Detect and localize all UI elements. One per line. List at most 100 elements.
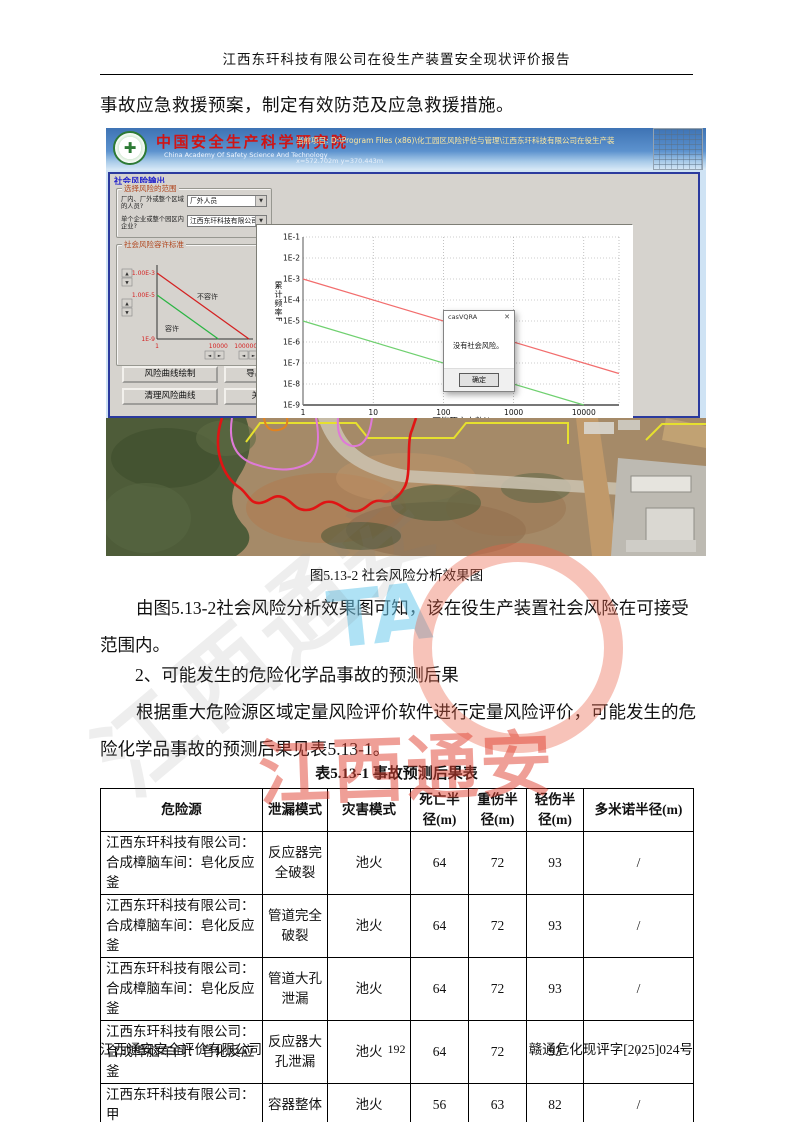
dialog-message: 没有社会风险。 (453, 341, 504, 350)
consequence-table: 危险源 泄漏模式 灾害模式 死亡半径(m) 重伤半径(m) 轻伤半径(m) 多米诺半径(m)… (100, 788, 694, 1122)
group-caption: 社会风险容许标准 (122, 239, 186, 250)
casst-logo-icon: ✚ (113, 131, 147, 165)
svg-text:1E-2: 1E-2 (283, 254, 300, 263)
panel-title: 社会风险输出 (114, 177, 166, 187)
enterprise-dropdown[interactable]: 江西东玕科技有限公司 ▼ (187, 215, 267, 227)
clear-risk-curve-button[interactable]: 清理风险曲线 (122, 388, 218, 405)
table-cell: 72 (468, 1020, 527, 1084)
table-header-cell: 死亡半径(m) (410, 788, 469, 832)
table-row: 江西东玕科技有限公司：合成樟脑车间：皂化反应釜 管道大孔泄漏 池火 64 72 93/ (100, 957, 694, 1021)
svg-text:▼: ▼ (125, 311, 129, 316)
fn-curve-chart: 1E-1 1E-2 1E-3 1E-4 1E-5 1E-6 1E-7 1E-8 1E-9 1 10 1… (256, 224, 633, 428)
table-cell: / (583, 1020, 694, 1084)
draw-risk-curve-button[interactable]: 风险曲线绘制 (122, 366, 218, 383)
org-name-en: China Academy Of Safety Science And Tech… (164, 151, 328, 159)
table-row: 江西东玕科技有限公司：合成樟脑车间：皂化反应釜 反应器大孔泄漏 池火 64 72 93/ (100, 1020, 694, 1084)
svg-text:◄: ◄ (242, 354, 246, 359)
svg-text:1E-9: 1E-9 (141, 336, 155, 343)
table-row: 江西东玕科技有限公司：合成樟脑车间：皂化反应釜 反应器完全破裂 池火 64 72 93/ (100, 831, 694, 895)
criteria-mini-chart: 1.00E-31.00E-51E-91 10000 1000000不容许容许▲▼▲▼… (121, 265, 261, 360)
table-cell: 管道大孔泄漏 (262, 957, 328, 1021)
dialog-title: casVQRA (448, 313, 478, 321)
figure-caption: 图5.13-2 社会风险分析效果图 (309, 568, 484, 583)
intro-paragraph: 事故应急救援预案，制定有效防范及应急救援措施。 (100, 95, 514, 115)
table-cell: 56 (410, 1083, 469, 1122)
table-cell: 池火 (327, 957, 411, 1021)
table-header-cell: 泄漏模式 (262, 788, 328, 832)
table-cell: 江西东玕科技有限公司：合成樟脑车间：皂化反应釜 (100, 831, 263, 895)
table-cell: 池火 (327, 894, 411, 958)
app-title-bar: ✚ 中国安全生产科学研究院 China Academy Of Safety Sc… (106, 128, 706, 170)
table-cell: 64 (410, 1020, 469, 1084)
spinner-buttons[interactable]: ◄ ► (204, 350, 225, 360)
svg-text:►: ► (252, 354, 256, 359)
table-head: 危险源 泄漏模式 灾害模式 死亡半径(m) 重伤半径(m) 轻伤半径(m) 多米诺半径(m) (100, 788, 694, 832)
svg-text:10000: 10000 (209, 343, 228, 350)
svg-text:►: ► (218, 354, 222, 359)
svg-text:1: 1 (301, 408, 306, 417)
ok-button[interactable]: 确定 (459, 373, 499, 387)
org-name-cn: 中国安全生产科学研究院 (156, 135, 349, 151)
table-cell: 82 (526, 1083, 584, 1122)
dropdown-arrow-icon[interactable]: ▼ (255, 216, 266, 226)
svg-text:不容许: 不容许 (197, 292, 218, 301)
svg-text:1E-1: 1E-1 (283, 233, 300, 242)
table-paragraph: 根据重大危险源区域定量风险评价软件进行定量风险评价，可能发生的危险化学品事故的预… (100, 702, 696, 759)
scope-question-2: 单个企业或整个园区内企业? (121, 216, 184, 230)
table-row: 江西东玕科技有限公司：甲 容器整体 池火 56 63 82/ (100, 1083, 694, 1122)
table-header-cell: 危险源 (100, 788, 263, 832)
table-header-cell: 轻伤半径(m) (526, 788, 584, 832)
cursor-coordinates: x=572.702m y=370.443m (296, 157, 384, 165)
svg-text:1000000: 1000000 (234, 343, 261, 350)
section-heading: 2、可能发生的危险化学品事故的预测后果 (135, 665, 459, 685)
table-header-cell: 重伤半径(m) (468, 788, 527, 832)
table-cell: 72 (468, 894, 527, 958)
spinner-buttons[interactable]: ▲▼ (121, 298, 133, 317)
table-cell: 93 (526, 831, 584, 895)
table-cell: 93 (526, 957, 584, 1021)
people-scope-dropdown[interactable]: 厂外人员 ▼ (187, 195, 267, 207)
svg-text:◄: ◄ (208, 354, 212, 359)
aerial-photo (106, 418, 706, 556)
svg-text:1E-3: 1E-3 (283, 275, 300, 284)
social-risk-panel: 社会风险输出 选择风险的范围 厂内、厂外或整个区域的人员? 厂外人员 ▼ 单个企… (108, 172, 700, 428)
table-header-cell: 灾害模式 (327, 788, 411, 832)
dialog-footer: 确定 (444, 368, 514, 391)
header-divider (100, 74, 693, 75)
svg-text:▲: ▲ (125, 272, 129, 277)
close-icon[interactable]: ✕ (504, 313, 510, 321)
risk-scope-group: 选择风险的范围 厂内、厂外或整个区域的人员? 厂外人员 ▼ 单个企业或整个园区内… (116, 183, 272, 238)
software-screenshot: ✚ 中国安全生产科学研究院 China Academy Of Safety Sc… (106, 128, 706, 556)
dropdown-value: 江西东玕科技有限公司 (190, 217, 258, 225)
svg-text:1E-8: 1E-8 (283, 380, 300, 389)
scope-question-1: 厂内、厂外或整个区域的人员? (121, 196, 184, 210)
footer-doc-number: 赣通危化现评字[2025]024号 (528, 1042, 693, 1057)
table-cell: 江西东玕科技有限公司：合成樟脑车间：皂化反应釜 (100, 1020, 263, 1084)
table-body: 江西东玕科技有限公司：合成樟脑车间：皂化反应釜 反应器完全破裂 池火 64 72 93/江… (100, 831, 694, 1122)
message-dialog: casVQRA ✕ 没有社会风险。 确定 (443, 310, 515, 392)
dropdown-arrow-icon[interactable]: ▼ (255, 196, 266, 206)
table-cell: 64 (410, 831, 469, 895)
svg-text:▲: ▲ (125, 302, 129, 307)
table-cell: 池火 (327, 1083, 411, 1122)
table-cell: 72 (468, 831, 527, 895)
svg-text:100: 100 (436, 408, 451, 417)
table-header-row: 危险源 泄漏模式 灾害模式 死亡半径(m) 重伤半径(m) 轻伤半径(m) 多米诺半径(m) (100, 788, 694, 832)
figure-paragraph: 由图5.13-2社会风险分析效果图可知，该在役生产装置社会风险在可接受范围内。 (100, 598, 689, 655)
table-cell: 池火 (327, 831, 411, 895)
table-cell: 池火 (327, 1020, 411, 1084)
svg-text:1.00E-3: 1.00E-3 (132, 270, 155, 277)
risk-criteria-group: 社会风险容许标准 1.00E-3 1.00E-5 1E-9 1 10000 1000000… (116, 239, 272, 366)
project-path: 当前项目: D:\Program Files (x86)\化工园区风险评估与管理… (296, 136, 615, 145)
svg-text:容许: 容许 (165, 324, 179, 333)
table-cell: 反应器完全破裂 (262, 831, 328, 895)
table-cell: 江西东玕科技有限公司：合成樟脑车间：皂化反应釜 (100, 894, 263, 958)
table-cell: 72 (468, 957, 527, 1021)
svg-text:▼: ▼ (125, 281, 129, 286)
svg-text:1: 1 (155, 343, 159, 350)
spinner-buttons[interactable]: ▲▼ (121, 268, 133, 287)
table-cell: / (583, 1083, 694, 1122)
page-number: 192 (387, 1042, 406, 1056)
table-header-cell: 多米诺半径(m) (583, 788, 694, 832)
svg-text:1000: 1000 (504, 408, 523, 417)
